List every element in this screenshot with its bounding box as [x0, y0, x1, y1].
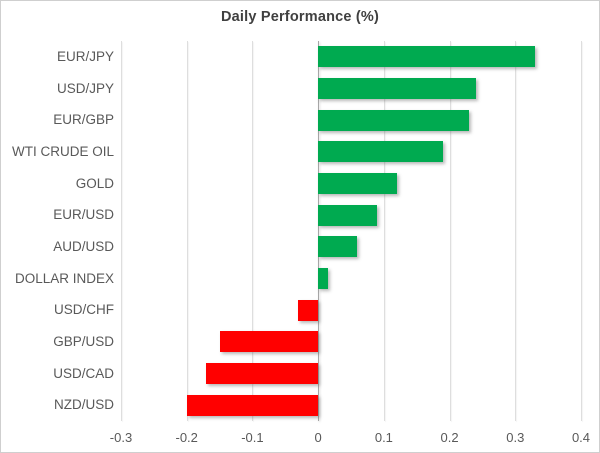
category-label: NZD/USD	[54, 397, 114, 413]
gridline	[383, 41, 385, 421]
x-tick-label: 0.2	[440, 430, 459, 445]
category-label: EUR/USD	[53, 207, 114, 223]
bar-eur-usd	[318, 204, 378, 226]
gridline	[581, 41, 582, 421]
gridline	[449, 41, 451, 421]
bar-eur-jpy	[318, 46, 535, 68]
x-tick-label: 0.1	[374, 430, 393, 445]
bar-gbp-usd	[219, 331, 319, 353]
bar-nzd-usd	[186, 394, 319, 416]
category-label: WTI CRUDE OIL	[11, 143, 114, 159]
bar-wti-crude-oil	[318, 141, 443, 163]
bar-usd-chf	[298, 299, 319, 321]
x-tick-label: -0.1	[241, 430, 264, 445]
gridline	[186, 41, 188, 421]
bar-aud-usd	[318, 236, 358, 258]
bar-gold	[318, 173, 397, 194]
bar-usd-jpy	[318, 78, 476, 99]
category-label: USD/CAD	[53, 365, 114, 381]
x-tick-label: 0.4	[571, 430, 591, 445]
gridline	[515, 41, 517, 421]
category-label: AUD/USD	[53, 238, 114, 254]
category-label: GBP/USD	[53, 333, 114, 349]
bar-dollar-index	[318, 268, 328, 289]
x-tick-label: -0.3	[109, 430, 133, 445]
category-label: USD/JPY	[56, 80, 114, 96]
plot-area	[121, 41, 582, 421]
zero-axis-line	[318, 41, 320, 421]
category-label: USD/CHF	[54, 302, 114, 318]
chart-title: Daily Performance (%)	[220, 9, 380, 25]
x-tick-label: -0.2	[175, 430, 198, 445]
x-tick-label: 0.3	[506, 430, 525, 445]
category-label: EUR/JPY	[56, 48, 114, 64]
gridline	[252, 41, 254, 421]
category-label: GOLD	[75, 175, 114, 191]
bar-eur-gbp	[318, 109, 470, 131]
bar-usd-cad	[206, 363, 319, 384]
category-axis: EUR/JPY USD/JPY EUR/GBP WTI CRUDE OIL GOLD EU…	[1, 41, 114, 421]
gridline	[121, 41, 122, 421]
x-tick-label: 0	[314, 430, 322, 445]
category-label: DOLLAR INDEX	[14, 270, 114, 286]
category-label: EUR/GBP	[53, 112, 114, 128]
x-axis: -0.3 -0.2 -0.1 0 0.1 0.2 0.3 0.4	[110, 421, 590, 449]
